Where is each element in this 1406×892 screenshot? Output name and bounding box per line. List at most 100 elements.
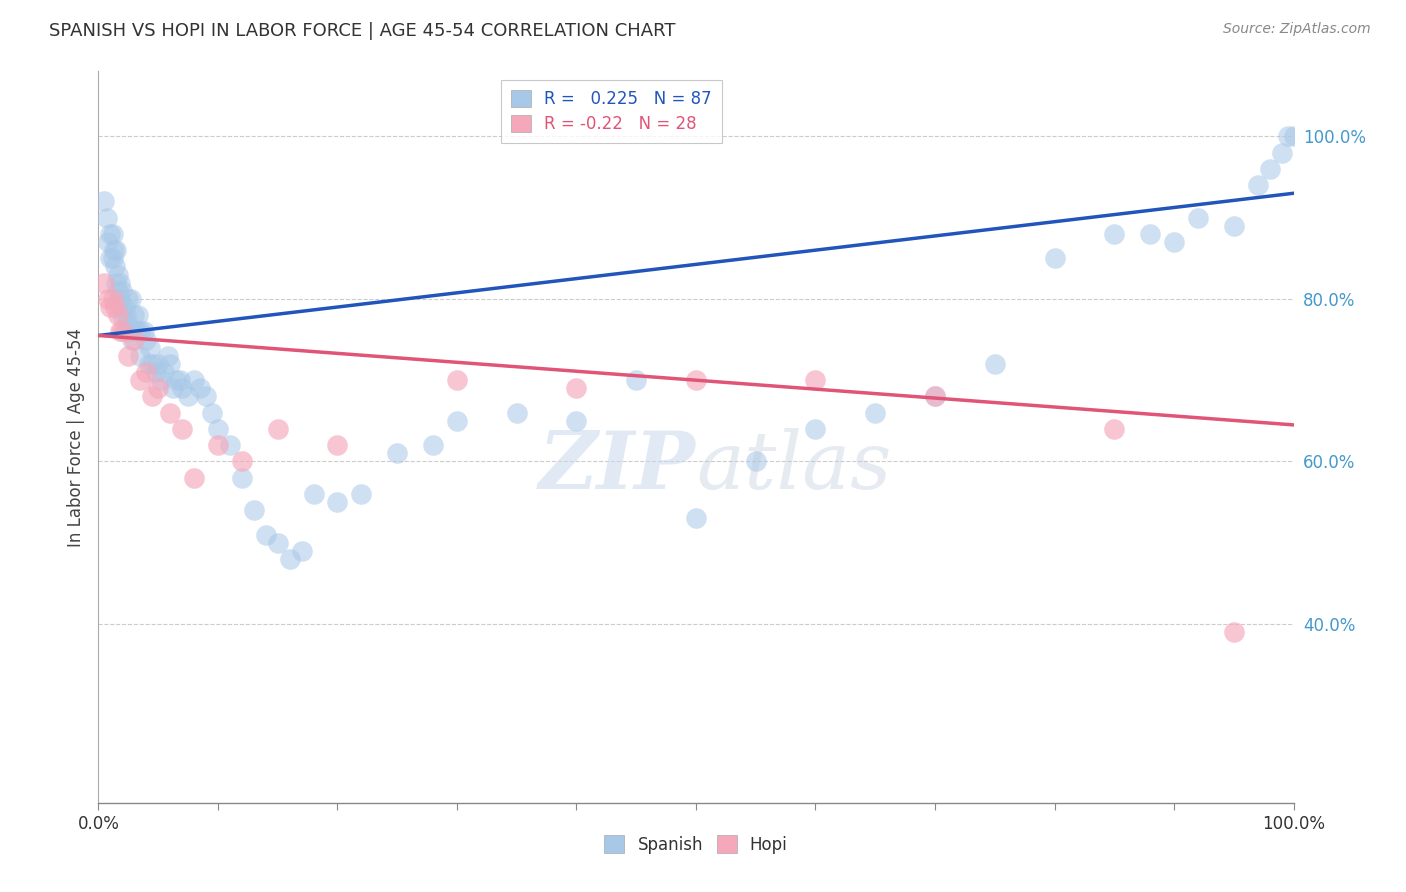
Point — [326, 495, 349, 509]
Point — [104, 260, 127, 274]
Point — [107, 284, 129, 298]
Point — [124, 308, 146, 322]
Point — [254, 527, 277, 541]
Point — [108, 292, 131, 306]
Point — [924, 389, 946, 403]
Point — [626, 373, 648, 387]
Point — [114, 300, 136, 314]
Point — [97, 235, 120, 249]
Point — [110, 300, 132, 314]
Point — [107, 308, 129, 322]
Y-axis label: In Labor Force | Age 45-54: In Labor Force | Age 45-54 — [66, 327, 84, 547]
Point — [183, 471, 205, 485]
Point — [121, 333, 143, 347]
Point — [129, 325, 152, 339]
Point — [1187, 211, 1209, 225]
Point — [117, 349, 139, 363]
Point — [98, 227, 122, 241]
Point — [124, 325, 146, 339]
Point — [96, 211, 118, 225]
Point — [153, 365, 176, 379]
Point — [1258, 161, 1281, 176]
Point — [745, 454, 768, 468]
Point — [162, 381, 184, 395]
Point — [565, 381, 588, 395]
Point — [135, 365, 157, 379]
Point — [124, 333, 146, 347]
Point — [219, 438, 242, 452]
Point — [165, 373, 187, 387]
Point — [278, 552, 301, 566]
Text: Source: ZipAtlas.com: Source: ZipAtlas.com — [1223, 22, 1371, 37]
Point — [101, 252, 124, 266]
Point — [385, 446, 409, 460]
Point — [172, 422, 194, 436]
Point — [685, 373, 707, 387]
Point — [135, 333, 157, 347]
Point — [111, 308, 134, 322]
Point — [1043, 252, 1066, 266]
Point — [267, 422, 290, 436]
Text: ZIP: ZIP — [538, 427, 696, 505]
Point — [111, 284, 134, 298]
Point — [1247, 178, 1270, 193]
Point — [120, 292, 142, 306]
Point — [101, 227, 124, 241]
Point — [114, 325, 136, 339]
Point — [111, 325, 134, 339]
Point — [1277, 129, 1299, 144]
Point — [291, 544, 314, 558]
Point — [172, 381, 194, 395]
Point — [350, 487, 373, 501]
Point — [169, 373, 191, 387]
Point — [108, 325, 131, 339]
Point — [1104, 227, 1126, 241]
Point — [97, 292, 120, 306]
Point — [145, 365, 167, 379]
Point — [201, 406, 224, 420]
Point — [105, 243, 128, 257]
Point — [156, 349, 179, 363]
Point — [93, 194, 115, 209]
Point — [207, 438, 229, 452]
Point — [107, 268, 129, 282]
Point — [139, 341, 162, 355]
Point — [141, 389, 163, 403]
Point — [446, 414, 468, 428]
Point — [138, 357, 160, 371]
Point — [1271, 145, 1294, 160]
Point — [183, 373, 205, 387]
Point — [924, 389, 946, 403]
Point — [103, 243, 125, 257]
Point — [446, 373, 468, 387]
Point — [141, 357, 163, 371]
Point — [231, 454, 253, 468]
Point — [1223, 625, 1246, 640]
Point — [117, 316, 139, 330]
Point — [148, 357, 170, 371]
Point — [108, 276, 131, 290]
Point — [93, 276, 115, 290]
Legend: Spanish, Hopi: Spanish, Hopi — [598, 829, 794, 860]
Point — [118, 325, 141, 339]
Point — [1163, 235, 1185, 249]
Point — [685, 511, 707, 525]
Point — [1223, 219, 1246, 233]
Point — [302, 487, 325, 501]
Point — [132, 325, 155, 339]
Point — [865, 406, 887, 420]
Point — [267, 535, 290, 549]
Point — [326, 438, 349, 452]
Point — [506, 406, 529, 420]
Point — [159, 406, 181, 420]
Point — [117, 292, 139, 306]
Point — [177, 389, 200, 403]
Point — [129, 373, 152, 387]
Point — [107, 292, 129, 306]
Point — [98, 300, 122, 314]
Point — [101, 292, 124, 306]
Point — [115, 308, 138, 322]
Point — [129, 349, 152, 363]
Point — [1282, 129, 1305, 144]
Point — [207, 422, 229, 436]
